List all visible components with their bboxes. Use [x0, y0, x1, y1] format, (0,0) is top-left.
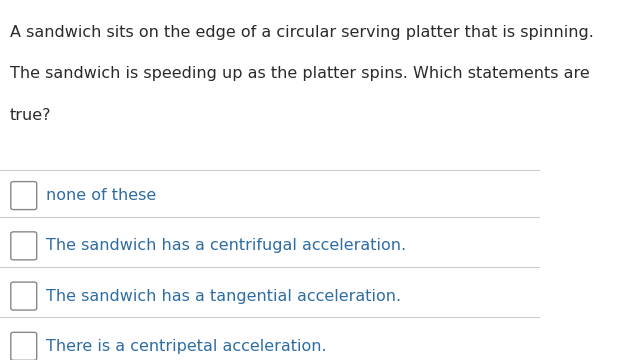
- FancyBboxPatch shape: [11, 181, 37, 210]
- Text: The sandwich has a centrifugal acceleration.: The sandwich has a centrifugal accelerat…: [46, 238, 406, 253]
- Text: The sandwich is speeding up as the platter spins. Which statements are: The sandwich is speeding up as the platt…: [10, 66, 590, 81]
- FancyBboxPatch shape: [11, 282, 37, 310]
- Text: true?: true?: [10, 108, 51, 123]
- Text: There is a centripetal acceleration.: There is a centripetal acceleration.: [46, 339, 327, 354]
- Text: The sandwich has a tangential acceleration.: The sandwich has a tangential accelerati…: [46, 289, 401, 303]
- FancyBboxPatch shape: [11, 332, 37, 360]
- Text: A sandwich sits on the edge of a circular serving platter that is spinning.: A sandwich sits on the edge of a circula…: [10, 25, 593, 40]
- Text: none of these: none of these: [46, 188, 156, 203]
- FancyBboxPatch shape: [11, 232, 37, 260]
